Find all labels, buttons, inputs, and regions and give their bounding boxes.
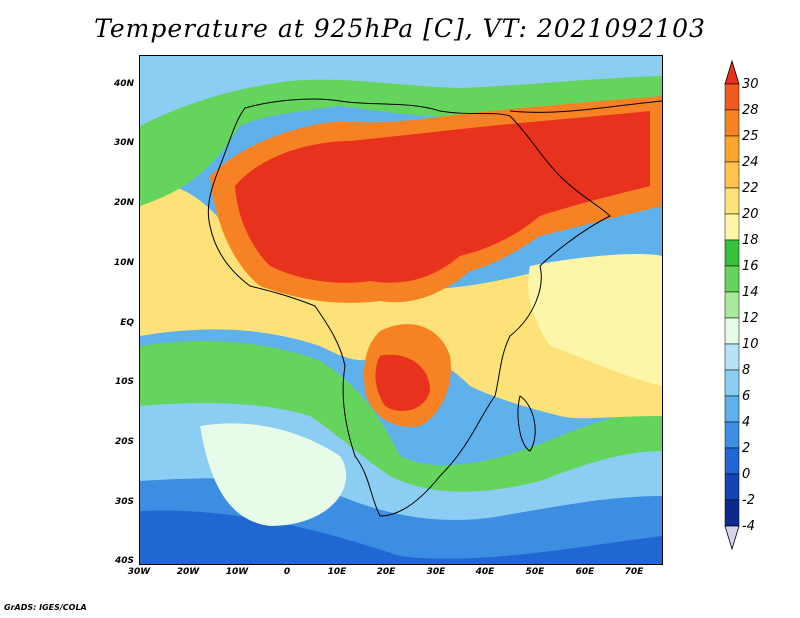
colorbar-label: 6 bbox=[742, 389, 751, 404]
colorbar-segment bbox=[724, 109, 740, 137]
colorbar-segment bbox=[724, 473, 740, 501]
colorbar-label: 16 bbox=[742, 259, 759, 274]
colorbar-label: 4 bbox=[742, 415, 751, 430]
colorbar-segment bbox=[724, 265, 740, 293]
lat-tick-label: 40N bbox=[113, 79, 134, 89]
lon-tick-label: 60E bbox=[575, 567, 595, 577]
colorbar-label: 24 bbox=[742, 155, 759, 170]
lon-tick-label: 10W bbox=[225, 567, 249, 577]
lon-tick-label: 20W bbox=[176, 567, 200, 577]
colorbar-segment bbox=[724, 187, 740, 215]
colorbar-segment bbox=[724, 421, 740, 449]
field-28-30-sahara bbox=[235, 111, 650, 283]
europe-coastline bbox=[509, 100, 662, 113]
colorbar-label: 20 bbox=[742, 207, 759, 222]
lat-tick-label: 30N bbox=[113, 138, 134, 148]
lon-tick-label: 50E bbox=[525, 567, 545, 577]
field-18-20-indian-ocean bbox=[528, 254, 662, 386]
lat-tick-label: 10N bbox=[113, 258, 134, 268]
colorbar-segment bbox=[724, 161, 740, 189]
field-28-30-southern-africa bbox=[375, 354, 430, 411]
africa-coastline bbox=[207, 98, 611, 517]
lat-tick-label: EQ bbox=[120, 318, 134, 328]
colorbar-label: 8 bbox=[742, 363, 751, 378]
colorbar-bottom-arrow bbox=[724, 525, 740, 551]
colorbar-segment bbox=[724, 213, 740, 241]
madagascar-outline bbox=[517, 395, 536, 452]
field-6-8 bbox=[140, 391, 662, 520]
colorbar-segment bbox=[724, 447, 740, 475]
colorbar-label: 30 bbox=[742, 77, 759, 92]
colorbar-segment bbox=[724, 83, 740, 111]
field-6-8-north bbox=[140, 56, 662, 126]
lon-tick-label: 30W bbox=[127, 567, 151, 577]
lon-tick-label: 20E bbox=[376, 567, 396, 577]
colorbar-segment bbox=[724, 499, 740, 527]
colorbar-label: 2 bbox=[742, 441, 751, 456]
lat-tick-label: 40S bbox=[114, 556, 134, 566]
field-10-12-atlantic bbox=[200, 423, 347, 526]
temperature-map bbox=[139, 55, 663, 565]
lon-tick-label: 10E bbox=[327, 567, 347, 577]
credit-text: GrADS: IGES/COLA bbox=[4, 603, 87, 612]
colorbar-segment bbox=[724, 395, 740, 423]
colorbar bbox=[724, 60, 740, 551]
colorbar-label: 14 bbox=[742, 285, 759, 300]
colorbar-label: 28 bbox=[742, 103, 759, 118]
lat-tick-label: 20N bbox=[113, 198, 134, 208]
map-title: Temperature at 925hPa [C], VT: 202109210… bbox=[94, 14, 706, 43]
colorbar-top-arrow bbox=[724, 60, 740, 85]
colorbar-label: 25 bbox=[742, 129, 759, 144]
temperature-field bbox=[140, 56, 662, 564]
colorbar-segment bbox=[724, 291, 740, 319]
colorbar-label: 10 bbox=[742, 337, 759, 352]
lon-tick-label: 40E bbox=[475, 567, 495, 577]
colorbar-segment bbox=[724, 343, 740, 371]
colorbar-segment bbox=[724, 239, 740, 267]
lon-tick-label: 70E bbox=[624, 567, 644, 577]
colorbar-label: 0 bbox=[742, 467, 751, 482]
lat-tick-label: 30S bbox=[114, 497, 134, 507]
field-14-16-north bbox=[140, 56, 662, 206]
colorbar-segment bbox=[724, 369, 740, 397]
field-14-16-south bbox=[140, 341, 662, 492]
lat-tick-label: 20S bbox=[114, 437, 134, 447]
colorbar-label: 12 bbox=[742, 311, 759, 326]
colorbar-segment bbox=[724, 317, 740, 345]
colorbar-label: -4 bbox=[742, 519, 755, 534]
colorbar-segment bbox=[724, 135, 740, 163]
lat-tick-label: 10S bbox=[114, 377, 134, 387]
colorbar-label: 22 bbox=[742, 181, 759, 196]
colorbar-label: 18 bbox=[742, 233, 759, 248]
lon-tick-label: 30E bbox=[426, 567, 446, 577]
lon-tick-label: 0 bbox=[283, 567, 291, 577]
colorbar-label: -2 bbox=[742, 493, 755, 508]
